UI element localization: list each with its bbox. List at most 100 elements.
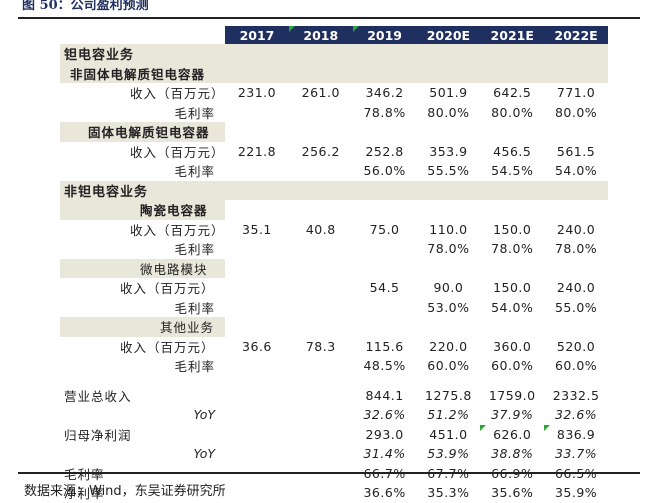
cell: 346.2 xyxy=(365,85,404,101)
earnings-forecast-table: 2017 2018 2019 2020E 2021E 2022E 钽电容业务 非… xyxy=(60,26,608,503)
cell: 32.6% xyxy=(554,407,598,423)
cell: 56.0% xyxy=(363,163,406,179)
section-tantalum: 钽电容业务 xyxy=(60,44,608,64)
row-label: 毛利率 xyxy=(174,300,216,316)
cell xyxy=(289,444,353,464)
blank-cell xyxy=(225,317,608,337)
cell: 78.8% xyxy=(363,104,406,120)
cell: 771.0 xyxy=(556,85,596,101)
cell: 150.0 xyxy=(493,221,532,237)
blank-cell xyxy=(225,259,608,279)
cell: 256.2 xyxy=(301,143,340,159)
subsection-solid: 固体电解质钽电容器 xyxy=(60,122,226,142)
bottom-rule xyxy=(18,472,640,474)
table-row: 收入（百万元） 36.6 78.3 115.6 220.0 360.0 520.… xyxy=(60,337,608,357)
cell xyxy=(289,103,353,123)
cell: 90.0 xyxy=(433,280,464,296)
cell: 60.0% xyxy=(427,358,470,374)
cell xyxy=(225,483,289,503)
cell: 35.6% xyxy=(491,485,534,501)
cell: 33.7% xyxy=(554,446,598,462)
cell xyxy=(289,298,353,318)
table-row: 归母净利润 293.0 451.0 626.0 836.9 xyxy=(60,424,608,445)
cell: 150.0 xyxy=(493,280,532,296)
header-2020e: 2020E xyxy=(416,26,481,44)
row-label: YoY xyxy=(193,407,216,423)
table-row: YoY 31.4% 53.9% 38.8% 33.7% xyxy=(60,444,608,464)
cell: 240.0 xyxy=(556,221,596,237)
table-row: YoY 32.6% 51.2% 37.9% 32.6% xyxy=(60,405,608,425)
section-non-tantalum: 非钽电容业务 xyxy=(60,180,608,200)
cell: 32.6% xyxy=(363,407,406,423)
header-row: 2017 2018 2019 2020E 2021E 2022E xyxy=(60,26,608,44)
cell: 642.5 xyxy=(493,85,532,101)
cell: 626.0 xyxy=(480,424,544,445)
cell: 35.1 xyxy=(242,221,272,237)
row-label: YoY xyxy=(193,446,216,462)
row-label: 毛利率 xyxy=(64,466,105,482)
table-row: 毛利率 56.0% 55.5% 54.5% 54.0% xyxy=(60,161,608,181)
cell: 2332.5 xyxy=(552,387,600,403)
cell: 231.0 xyxy=(237,85,277,101)
cell xyxy=(289,239,353,259)
row-label: 营业总收入 xyxy=(64,388,132,404)
subsection-other: 其他业务 xyxy=(60,317,226,337)
cell xyxy=(225,444,289,464)
cell xyxy=(353,298,417,318)
source-note: 数据来源：Wind，东吴证券研究所 xyxy=(24,484,226,499)
spacer-row xyxy=(60,376,608,386)
cell: 844.1 xyxy=(365,387,404,403)
cell: 35.9% xyxy=(554,485,598,501)
section-row: 非固体电解质钽电容器 xyxy=(60,63,608,83)
cell: 48.5% xyxy=(363,358,406,374)
cell: 451.0 xyxy=(429,426,468,442)
cell: 1275.8 xyxy=(425,387,472,403)
subsection-microcircuit: 微电路模块 xyxy=(60,258,226,278)
cell: 78.0% xyxy=(427,241,470,257)
cell: 240.0 xyxy=(556,280,596,296)
cell: 261.0 xyxy=(301,85,340,101)
row-label: 净利率 xyxy=(64,486,105,502)
cell xyxy=(225,298,289,318)
cell xyxy=(289,386,353,406)
cell: 78.3 xyxy=(305,338,336,354)
cell xyxy=(225,161,289,181)
cell: 80.0% xyxy=(427,104,470,120)
cell: 80.0% xyxy=(554,104,598,120)
section-row: 非钽电容业务 xyxy=(60,180,608,200)
cell: 456.5 xyxy=(493,143,532,159)
cell xyxy=(353,239,417,259)
cell: 78.0% xyxy=(554,241,598,257)
cell: 36.6% xyxy=(363,485,406,501)
row-label: 毛利率 xyxy=(174,105,216,121)
cell: 60.0% xyxy=(554,358,598,374)
cell: 110.0 xyxy=(429,221,468,237)
top-rule xyxy=(18,17,640,19)
header-2021e: 2021E xyxy=(480,26,545,44)
cell: 53.0% xyxy=(427,299,470,315)
cell xyxy=(289,405,353,425)
cell: 55.5% xyxy=(427,163,470,179)
row-label: 收入（百万元） xyxy=(130,222,225,238)
row-label: 收入（百万元） xyxy=(130,86,225,102)
cell: 36.6 xyxy=(242,338,272,354)
comment-flag-icon xyxy=(352,26,359,32)
cell xyxy=(289,483,353,503)
cell: 55.0% xyxy=(554,299,598,315)
header-2017: 2017 xyxy=(225,26,289,44)
cell xyxy=(289,356,353,376)
table-row: 收入（百万元） 221.8 256.2 252.8 353.9 456.5 56… xyxy=(60,142,608,162)
cell: 360.0 xyxy=(493,338,532,354)
section-row: 陶瓷电容器 xyxy=(60,200,608,220)
row-label: 收入（百万元） xyxy=(130,144,225,160)
cell: 293.0 xyxy=(365,426,404,442)
cell xyxy=(225,103,289,123)
cell xyxy=(225,386,289,406)
table-row: 毛利率 53.0% 54.0% 55.0% xyxy=(60,298,608,318)
table-row: 收入（百万元） 35.1 40.8 75.0 110.0 150.0 240.0 xyxy=(60,220,608,240)
header-2019: 2019 xyxy=(352,26,417,44)
cell: 501.9 xyxy=(429,85,468,101)
cell: 80.0% xyxy=(491,104,534,120)
table-row: 毛利率 78.0% 78.0% 78.0% xyxy=(60,239,608,259)
header-2018: 2018 xyxy=(288,26,353,44)
